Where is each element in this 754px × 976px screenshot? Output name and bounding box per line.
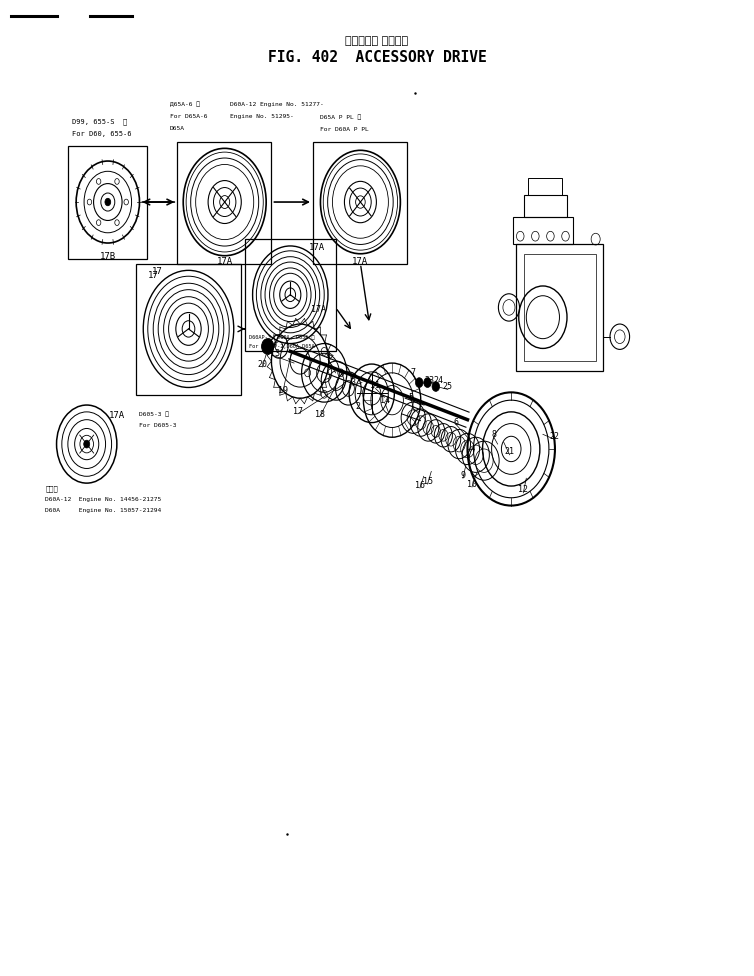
Text: 17A: 17A [216, 257, 233, 266]
Text: 23: 23 [425, 376, 435, 386]
Bar [528, 178, 562, 195]
Text: 14: 14 [379, 395, 390, 405]
Text: 18: 18 [314, 410, 325, 420]
Text: 17: 17 [152, 266, 162, 276]
Bar [136, 264, 241, 395]
Bar [524, 195, 568, 217]
Text: D65A: D65A [170, 126, 185, 131]
Text: 17A: 17A [308, 243, 325, 253]
Text: D60A-12  Engine No. 14456-21275: D60A-12 Engine No. 14456-21275 [45, 497, 161, 502]
Circle shape [105, 198, 111, 206]
Text: 17A: 17A [311, 305, 326, 314]
Text: For D65A-6: For D65A-6 [170, 114, 207, 119]
Text: 形　式: 形 式 [45, 485, 58, 492]
Circle shape [262, 339, 274, 354]
Text: 6: 6 [454, 418, 458, 427]
Text: 10: 10 [467, 479, 477, 489]
Bar [68, 146, 147, 259]
Text: For D60A P PL: For D60A P PL [320, 127, 369, 132]
Text: アクセサリ ドライブ: アクセサリ ドライブ [345, 36, 409, 46]
Bar [513, 217, 573, 244]
Text: For D60AP-2,D60A,D65A: For D60AP-2,D60A,D65A [249, 345, 314, 349]
Bar [524, 254, 596, 361]
Text: 9: 9 [461, 470, 465, 480]
Text: 2: 2 [356, 402, 360, 412]
Text: D60A-12 Engine No. 51277-: D60A-12 Engine No. 51277- [230, 102, 323, 107]
Text: 12: 12 [518, 485, 529, 495]
Text: 8: 8 [492, 429, 496, 439]
Bar [245, 239, 336, 351]
Text: 17: 17 [148, 270, 158, 280]
Text: For D60, 655-6: For D60, 655-6 [72, 131, 131, 137]
Text: 13: 13 [270, 348, 280, 358]
Text: 17: 17 [293, 407, 303, 417]
Text: FIG. 402  ACCESSORY DRIVE: FIG. 402 ACCESSORY DRIVE [268, 50, 486, 65]
Bar [313, 142, 407, 264]
Text: 11: 11 [370, 381, 381, 390]
Text: 3: 3 [351, 378, 355, 387]
Text: 4: 4 [326, 351, 330, 361]
Text: 19: 19 [277, 386, 288, 395]
Circle shape [424, 378, 431, 387]
Bar [177, 142, 271, 264]
Text: 21: 21 [504, 447, 515, 457]
Text: Д65А-6 形: Д65А-6 形 [170, 102, 200, 107]
Text: 20: 20 [257, 359, 268, 369]
Text: For D605-3: For D605-3 [139, 424, 177, 428]
Text: 5: 5 [409, 392, 413, 402]
Text: D60AP-3, D60A, D65A 形: D60AP-3, D60A, D65A 形 [249, 335, 314, 340]
Text: 15: 15 [422, 476, 433, 486]
Text: 25: 25 [443, 382, 453, 391]
Text: D99, 655-S  形: D99, 655-S 形 [72, 118, 127, 125]
Text: 22: 22 [549, 431, 559, 441]
Text: 16: 16 [415, 480, 425, 490]
Text: 17A: 17A [109, 411, 125, 421]
Text: D605-3 形: D605-3 形 [139, 411, 170, 417]
Text: D60A     Engine No. 15057-21294: D60A Engine No. 15057-21294 [45, 508, 161, 513]
Text: 7: 7 [411, 368, 415, 378]
Circle shape [415, 378, 423, 387]
Text: 17A: 17A [352, 257, 369, 266]
Text: Engine No. 51295-: Engine No. 51295- [230, 114, 294, 119]
Text: 24: 24 [433, 376, 443, 386]
Text: D65A P PL 形: D65A P PL 形 [320, 114, 362, 120]
Circle shape [84, 440, 90, 448]
Circle shape [432, 382, 440, 391]
Text: 17B: 17B [100, 252, 116, 262]
Bar [516, 244, 603, 371]
